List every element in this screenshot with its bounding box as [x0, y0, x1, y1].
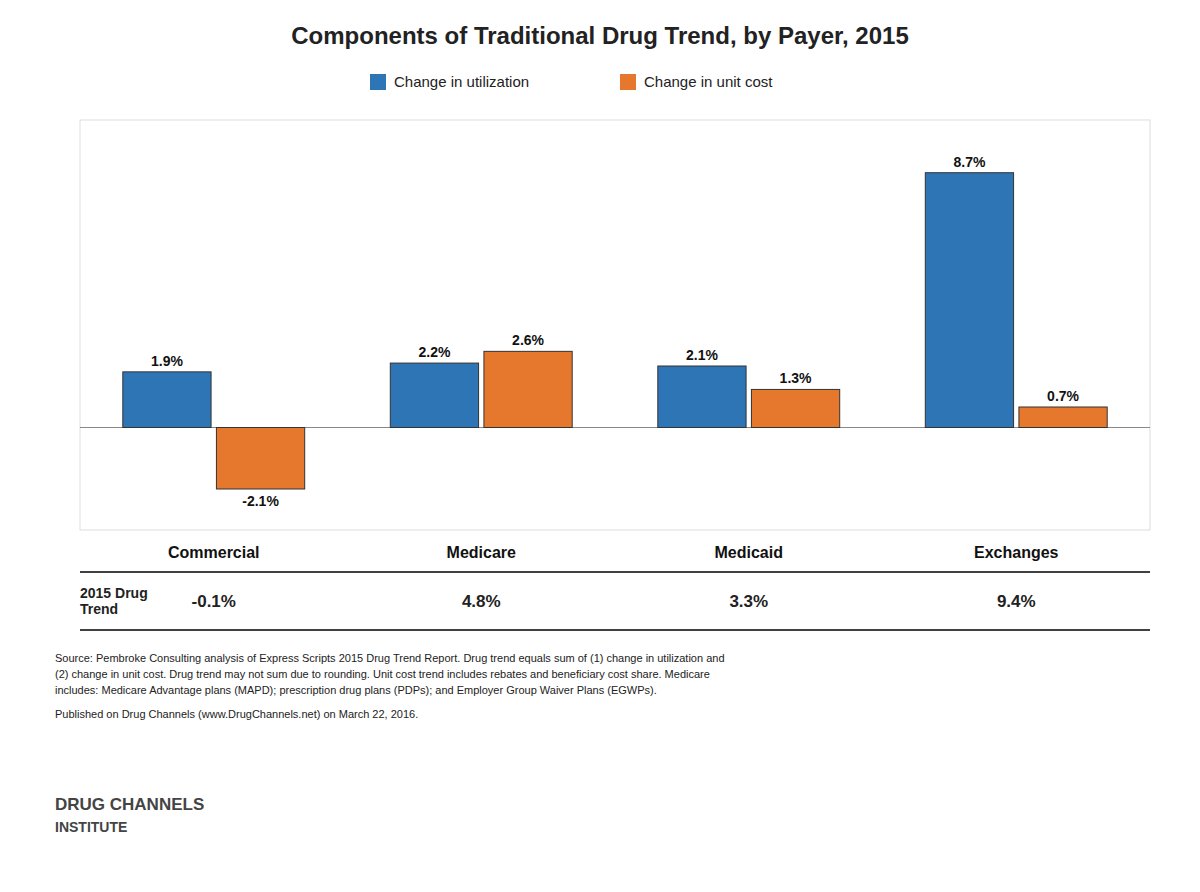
bar [216, 428, 304, 490]
bar [925, 173, 1013, 428]
legend-swatch [370, 74, 386, 90]
bar [658, 366, 746, 428]
table-rule [80, 629, 1150, 631]
brand-subtitle: INSTITUTE [55, 819, 127, 835]
table-value: 4.8% [462, 592, 501, 611]
category-label: Medicaid [715, 544, 783, 561]
page: {"chart_data": { "type": "bar", "title":… [0, 0, 1200, 892]
data-label: 2.1% [686, 347, 718, 363]
bar [390, 363, 478, 427]
brand-name: DRUG CHANNELS [55, 795, 204, 814]
legend-label: Change in utilization [394, 73, 529, 90]
source-note: includes: Medicare Advantage plans (MAPD… [55, 684, 657, 696]
table-value: 3.3% [729, 592, 768, 611]
category-label: Commercial [168, 544, 260, 561]
plot-frame [80, 120, 1150, 530]
legend-swatch [620, 74, 636, 90]
table-rule [80, 571, 1150, 573]
source-note: Source: Pembroke Consulting analysis of … [55, 652, 725, 664]
table-value: -0.1% [192, 592, 236, 611]
bars [123, 173, 1107, 489]
data-label: 0.7% [1047, 388, 1079, 404]
table-row-label-line: 2015 Drug [80, 585, 148, 601]
legend: Change in utilization Change in unit cost [370, 73, 773, 90]
data-label: 1.9% [151, 353, 183, 369]
annotations: Source: Pembroke Consulting analysis of … [55, 652, 725, 835]
table-row-label-line: Trend [80, 601, 118, 617]
table-value: 9.4% [997, 592, 1036, 611]
x-axis: Commercial Medicare Medicaid Exchanges [168, 544, 1059, 561]
data-label: 1.3% [780, 370, 812, 386]
bar [751, 389, 839, 427]
data-label: 8.7% [953, 154, 985, 170]
category-label: Medicare [447, 544, 516, 561]
bar [123, 372, 211, 428]
table: 2015 DrugTrend -0.1% 4.8% 3.3% 9.4% [80, 572, 1150, 630]
legend-label: Change in unit cost [644, 73, 773, 90]
category-label: Exchanges [974, 544, 1059, 561]
published-note: Published on Drug Channels (www.DrugChan… [55, 708, 418, 720]
data-labels: 1.9% 2.2% 2.1% 8.7% -2.1% 2.6% 1.3% 0.7% [151, 154, 1080, 509]
data-label: 2.6% [512, 332, 544, 348]
data-label: 2.2% [418, 344, 450, 360]
data-label: -2.1% [242, 493, 279, 509]
title: Components of Traditional Drug Trend, by… [291, 22, 908, 49]
source-note: (2) change in unit cost. Drug trend may … [55, 668, 710, 680]
table-row-label: 2015 DrugTrend [80, 585, 148, 617]
bar [484, 351, 572, 427]
chart: Components of Traditional Drug Trend, by… [0, 0, 1200, 892]
bar [1019, 407, 1107, 428]
